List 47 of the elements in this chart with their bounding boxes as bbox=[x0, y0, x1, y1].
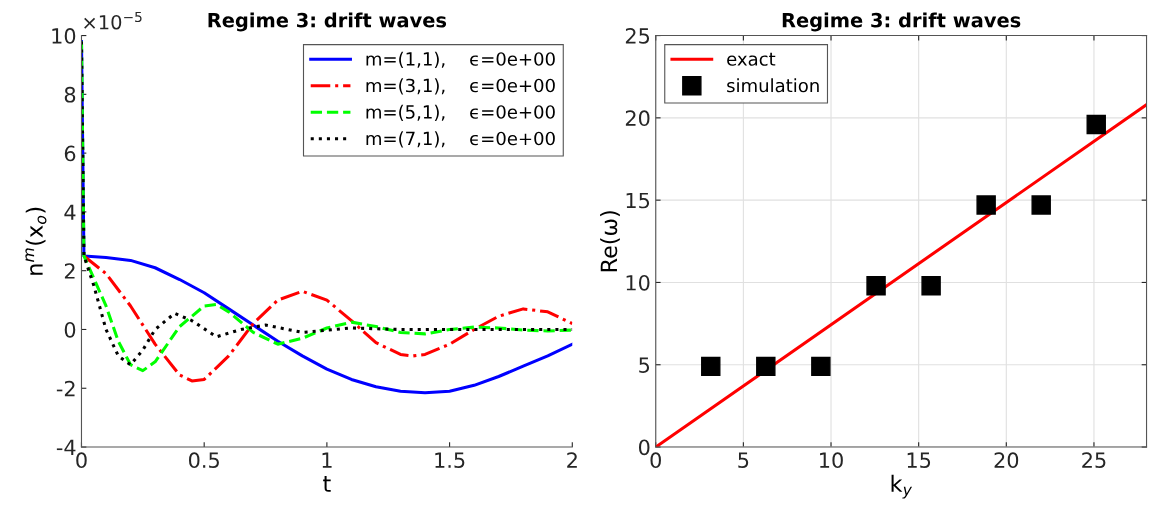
chart-title: Regime 3: drift waves bbox=[782, 12, 1021, 32]
y-tick-label: 5 bbox=[639, 357, 650, 373]
y-axis-title: Re(ω) bbox=[600, 211, 620, 272]
legend-label: simulation bbox=[727, 78, 819, 93]
point bbox=[701, 356, 721, 377]
y-tick-label: 10 bbox=[52, 28, 76, 44]
x-tick-label: 15 bbox=[907, 452, 931, 469]
x-tick-label: 0 bbox=[76, 452, 87, 469]
point bbox=[811, 356, 831, 377]
y-tick-label: -2 bbox=[56, 380, 75, 397]
x-tick-label: 5 bbox=[738, 452, 749, 469]
x-tick-label: 25 bbox=[1082, 452, 1106, 469]
x-tick-label: 2 bbox=[567, 452, 577, 468]
y-tick-label: 25 bbox=[625, 28, 650, 44]
x-tick-label: 0 bbox=[650, 452, 661, 469]
point bbox=[756, 356, 776, 377]
text: ×10$^{−5}$ bbox=[84, 11, 142, 30]
legend-label: m=(3,1), ϵ=0e+00 bbox=[366, 78, 555, 95]
legend-label: m=(7,1), ϵ=0e+00 bbox=[366, 131, 555, 148]
y-tick-label: 6 bbox=[64, 145, 76, 162]
x-tick-label: 10 bbox=[820, 452, 843, 469]
y-tick-label: 8 bbox=[64, 86, 76, 103]
y-tick-label: 0 bbox=[638, 439, 650, 456]
y-tick-label: 10 bbox=[626, 274, 650, 291]
y-tick-label: 2 bbox=[64, 263, 75, 279]
y-axis-title: n$^{m}$(x$_{o}$) bbox=[25, 207, 47, 275]
x-tick-label: 1.5 bbox=[435, 452, 465, 469]
point bbox=[1031, 195, 1051, 215]
point bbox=[1086, 114, 1106, 135]
x-tick-label: 1 bbox=[322, 452, 332, 468]
y-tick-label: -4 bbox=[56, 439, 76, 455]
y-tick-label: 15 bbox=[626, 192, 650, 209]
point bbox=[866, 276, 886, 296]
x-axis-title: t bbox=[323, 476, 331, 492]
x-axis-title: k$_{y}$ bbox=[891, 474, 913, 499]
y-tick-label: 0 bbox=[64, 321, 76, 338]
chart-title: Regime 3: drift waves bbox=[208, 12, 447, 32]
point bbox=[976, 195, 996, 215]
x-tick-label: 20 bbox=[994, 452, 1019, 469]
x-tick-label: 0.5 bbox=[188, 452, 219, 469]
legend-label: m=(5,1), ϵ=0e+00 bbox=[366, 104, 555, 121]
point bbox=[921, 276, 941, 296]
legend-label: exact bbox=[727, 52, 776, 66]
y-tick-label: 20 bbox=[625, 110, 650, 127]
y-tick-label: 4 bbox=[64, 204, 76, 220]
line-series bbox=[82, 254, 573, 383]
legend-label: m=(1,1), ϵ=0e+00 bbox=[366, 51, 555, 68]
